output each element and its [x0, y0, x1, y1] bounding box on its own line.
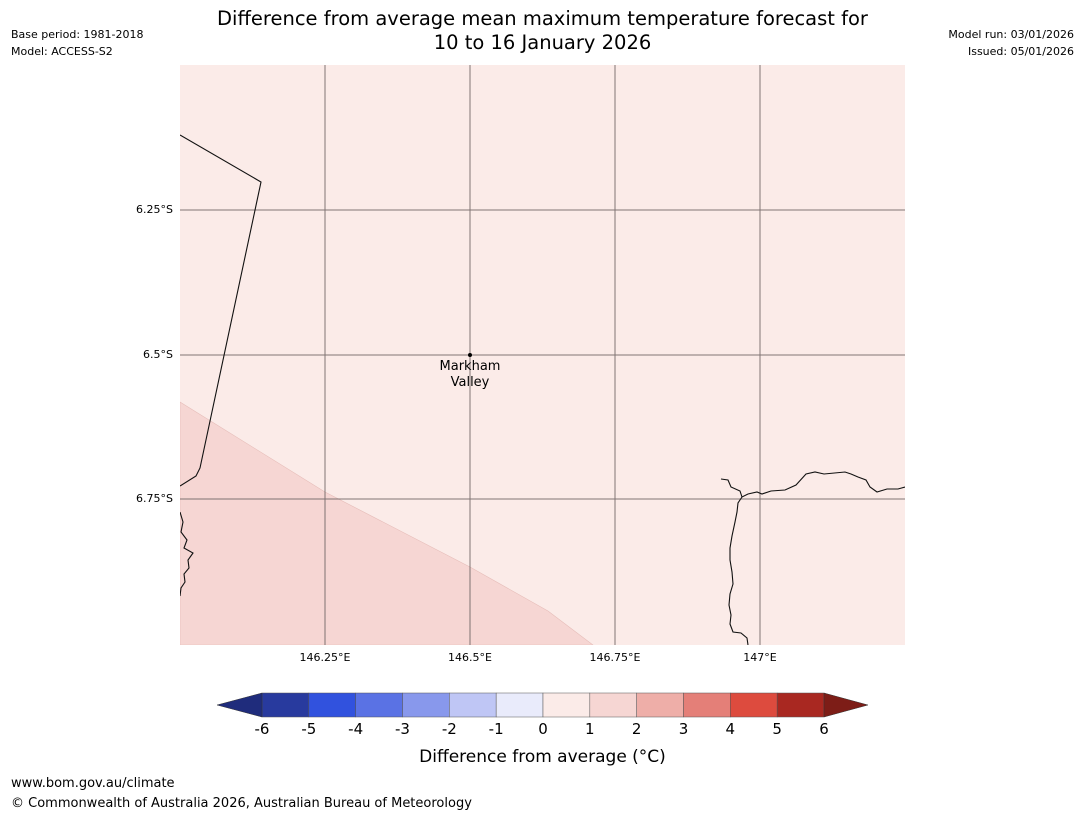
latitude-label: 6.5°S	[143, 348, 173, 361]
coastline-left	[180, 511, 194, 597]
colorbar-tick-label: -3	[395, 720, 410, 738]
model-text: Model: ACCESS-S2	[11, 45, 113, 58]
colorbar-tick-label: -4	[348, 720, 364, 738]
colorbar-tick-label: -6	[254, 720, 270, 738]
colorbar-segment	[495, 692, 544, 718]
place-label-line-1: Markham	[439, 359, 501, 374]
colorbar-over-arrow	[823, 692, 869, 718]
longitude-label: 146.5°E	[448, 651, 492, 664]
colorbar-tick-label: 6	[819, 720, 829, 738]
model-run-text: Model run: 03/01/2026	[948, 28, 1074, 41]
colorbar-segment	[636, 692, 684, 718]
latitude-label: 6.25°S	[136, 203, 173, 216]
place-marker	[468, 353, 472, 357]
colorbar-tick-label: 2	[631, 720, 642, 738]
colorbar-tick-label: 4	[725, 720, 736, 738]
issued-text: Issued: 05/01/2026	[967, 45, 1074, 58]
colorbar-label: Difference from average (°C)	[419, 747, 666, 767]
place-label-line-2: Valley	[450, 375, 490, 390]
colorbar-tick-label: 3	[678, 720, 689, 738]
latitude-label: 6.75°S	[136, 492, 173, 505]
graticule	[180, 65, 905, 645]
header-left-meta: Base period: 1981-2018 Model: ACCESS-S2	[11, 26, 143, 60]
colorbar-tick-label: 0	[538, 720, 548, 738]
colorbar-segment	[402, 692, 450, 718]
title-line-2: 10 to 16 January 2026	[433, 31, 652, 54]
footer-url: www.bom.gov.au/climate	[11, 776, 175, 791]
longitude-label: 146.75°E	[589, 651, 641, 664]
colorbar-tick-label: -1	[488, 720, 504, 738]
colorbar-segment	[589, 692, 637, 718]
header-right-meta: Model run: 03/01/2026 Issued: 05/01/2026	[948, 26, 1074, 60]
colorbar-segment	[308, 692, 356, 718]
base-period-text: Base period: 1981-2018	[11, 28, 144, 41]
colorbar-tick-label: -5	[301, 720, 317, 738]
place-label: Markham Valley	[420, 359, 520, 391]
colorbar-segment	[449, 692, 497, 718]
colorbar-under-arrow	[216, 692, 263, 718]
longitude-label: 147°E	[743, 651, 777, 664]
boundary-line	[180, 134, 262, 487]
colorbar-segment	[355, 692, 403, 718]
longitude-label: 146.25°E	[299, 651, 351, 664]
title-line-1: Difference from average mean maximum tem…	[217, 7, 868, 30]
colorbar-segment	[730, 692, 778, 718]
colorbar-segment	[261, 692, 310, 718]
map-title: Difference from average mean maximum tem…	[0, 7, 1085, 55]
colorbar-segment	[542, 692, 591, 718]
colorbar-segment	[683, 692, 731, 718]
coastline-right	[720, 471, 905, 498]
river-line	[728, 496, 749, 645]
colorbar-segment	[776, 692, 825, 718]
colorbar-tick-label: 1	[585, 720, 595, 738]
footer-copyright: © Commonwealth of Australia 2026, Austra…	[11, 796, 472, 811]
colorbar-tick-label: 5	[772, 720, 782, 738]
colorbar-tick-label: -2	[441, 720, 457, 738]
